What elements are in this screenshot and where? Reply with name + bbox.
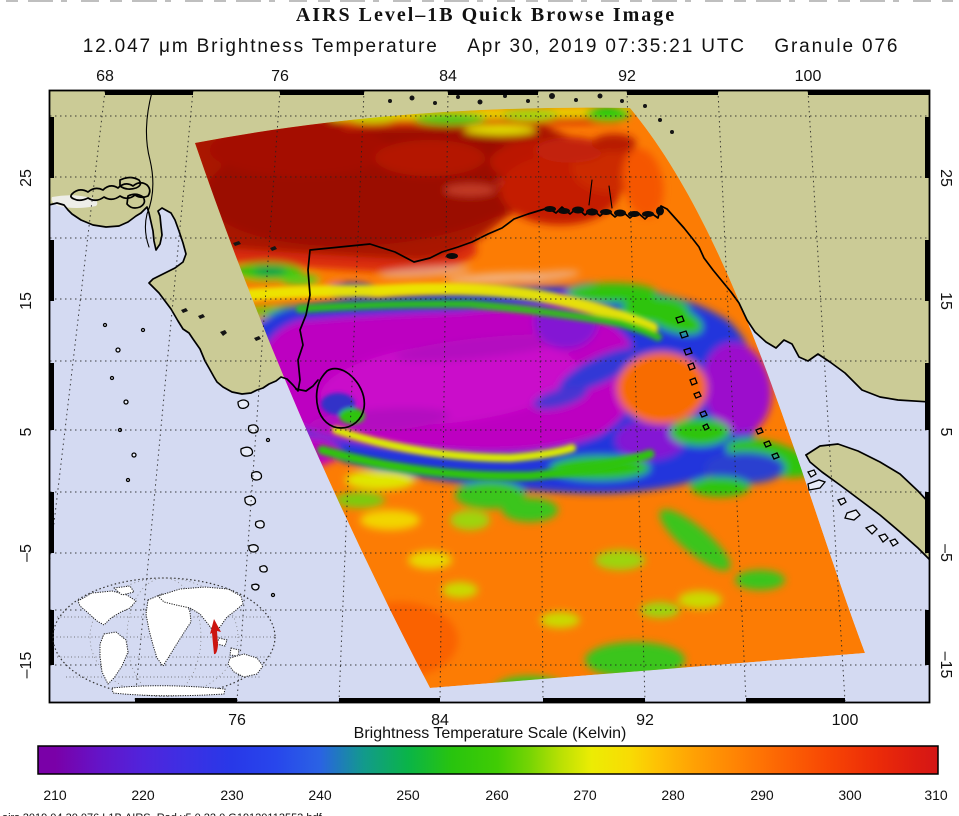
svg-text:25: 25 xyxy=(18,169,35,187)
svg-text:15: 15 xyxy=(18,292,35,310)
svg-text:230: 230 xyxy=(220,787,244,803)
svg-text:84: 84 xyxy=(439,68,457,85)
svg-text:76: 76 xyxy=(228,712,246,729)
svg-text:280: 280 xyxy=(661,787,685,803)
svg-text:240: 240 xyxy=(308,787,332,803)
svg-text:–5: –5 xyxy=(18,544,35,562)
svg-text:25: 25 xyxy=(937,169,954,187)
svg-text:–15: –15 xyxy=(937,652,954,679)
svg-text:12.047 μm Brightness Temperatu: 12.047 μm Brightness Temperature Apr 30,… xyxy=(83,36,900,57)
svg-text:290: 290 xyxy=(750,787,774,803)
svg-text:220: 220 xyxy=(131,787,155,803)
svg-text:260: 260 xyxy=(485,787,509,803)
svg-text:–5: –5 xyxy=(937,544,954,562)
svg-text:250: 250 xyxy=(396,787,420,803)
svg-text:300: 300 xyxy=(838,787,862,803)
svg-text:310: 310 xyxy=(924,787,948,803)
svg-text:68: 68 xyxy=(96,68,114,85)
svg-text:15: 15 xyxy=(937,292,954,310)
svg-text:84: 84 xyxy=(431,712,449,729)
svg-text:airs.2019.04.30.076.L1B.AIRS_R: airs.2019.04.30.076.L1B.AIRS_Rad.v5.0.22… xyxy=(2,812,323,816)
svg-text:76: 76 xyxy=(271,68,289,85)
svg-text:270: 270 xyxy=(573,787,597,803)
svg-text:100: 100 xyxy=(832,712,859,729)
svg-text:92: 92 xyxy=(618,68,636,85)
svg-text:Brightness Temperature Scale (: Brightness Temperature Scale (Kelvin) xyxy=(354,725,627,742)
svg-text:AIRS Level–1B Quick Browse Ima: AIRS Level–1B Quick Browse Image xyxy=(296,4,676,26)
svg-text:5: 5 xyxy=(18,427,35,436)
svg-text:100: 100 xyxy=(795,68,822,85)
svg-text:92: 92 xyxy=(636,712,654,729)
svg-text:–15: –15 xyxy=(18,652,35,679)
svg-text:210: 210 xyxy=(43,787,67,803)
svg-text:5: 5 xyxy=(937,428,954,437)
